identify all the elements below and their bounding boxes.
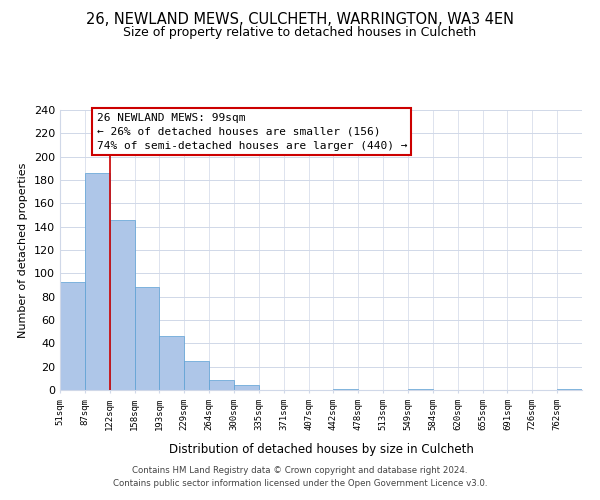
- Bar: [234, 386, 259, 390]
- Bar: [209, 380, 234, 390]
- Y-axis label: Number of detached properties: Number of detached properties: [19, 162, 28, 338]
- Bar: [85, 173, 110, 390]
- Bar: [134, 288, 160, 390]
- Bar: [60, 282, 85, 390]
- Text: 26 NEWLAND MEWS: 99sqm
← 26% of detached houses are smaller (156)
74% of semi-de: 26 NEWLAND MEWS: 99sqm ← 26% of detached…: [97, 113, 407, 151]
- Bar: [557, 389, 582, 390]
- Text: Size of property relative to detached houses in Culcheth: Size of property relative to detached ho…: [124, 26, 476, 39]
- Bar: [110, 220, 134, 390]
- Text: 26, NEWLAND MEWS, CULCHETH, WARRINGTON, WA3 4EN: 26, NEWLAND MEWS, CULCHETH, WARRINGTON, …: [86, 12, 514, 28]
- Bar: [160, 336, 184, 390]
- Bar: [334, 389, 358, 390]
- Bar: [184, 361, 209, 390]
- Text: Contains HM Land Registry data © Crown copyright and database right 2024.
Contai: Contains HM Land Registry data © Crown c…: [113, 466, 487, 487]
- Bar: [408, 389, 433, 390]
- Text: Distribution of detached houses by size in Culcheth: Distribution of detached houses by size …: [169, 442, 473, 456]
